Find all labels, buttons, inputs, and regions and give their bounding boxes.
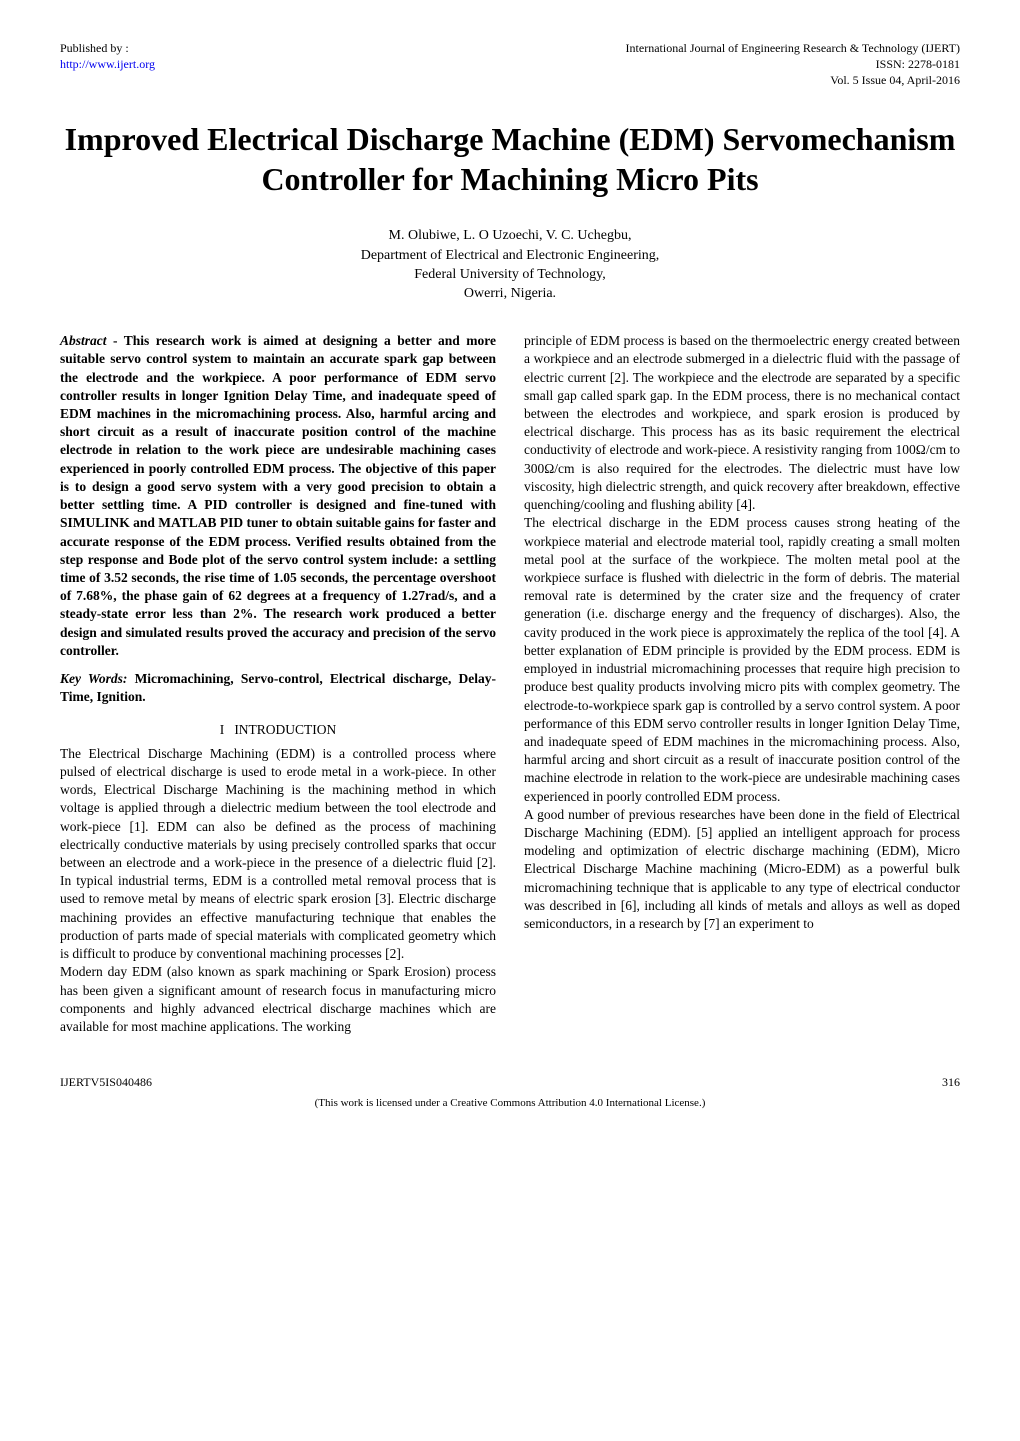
footer-page-number: 316 — [942, 1074, 960, 1090]
affiliation-line-1: Department of Electrical and Electronic … — [60, 247, 960, 266]
published-by-label: Published by : — [60, 40, 155, 56]
header-right: International Journal of Engineering Res… — [626, 40, 960, 89]
affiliation-line-2: Federal University of Technology, — [60, 266, 960, 285]
section-1-title: INTRODUCTION — [234, 722, 336, 737]
footer-paper-id: IJERTV5IS040486 — [60, 1074, 152, 1090]
abstract-dash: - — [107, 333, 124, 348]
issue: Vol. 5 Issue 04, April-2016 — [626, 72, 960, 88]
right-paragraph-1: principle of EDM process is based on the… — [524, 332, 960, 514]
paper-title: Improved Electrical Discharge Machine (E… — [60, 119, 960, 199]
author-block: M. Olubiwe, L. O Uzoechi, V. C. Uchegbu,… — [60, 227, 960, 305]
authors: M. Olubiwe, L. O Uzoechi, V. C. Uchegbu, — [60, 227, 960, 246]
intro-paragraph-1: The Electrical Discharge Machining (EDM)… — [60, 745, 496, 964]
section-1-heading: I INTRODUCTION — [60, 721, 496, 739]
affiliation-line-3: Owerri, Nigeria. — [60, 285, 960, 304]
page-footer: IJERTV5IS040486 316 — [60, 1074, 960, 1090]
intro-paragraph-2: Modern day EDM (also known as spark mach… — [60, 963, 496, 1036]
issn: ISSN: 2278-0181 — [626, 56, 960, 72]
abstract-label: Abstract — [60, 333, 107, 348]
journal-name: International Journal of Engineering Res… — [626, 40, 960, 56]
header-left: Published by : http://www.ijert.org — [60, 40, 155, 89]
abstract-block: Abstract - This research work is aimed a… — [60, 332, 496, 660]
section-1-number: I — [220, 722, 225, 737]
keywords-label: Key Words: — [60, 671, 127, 686]
right-column: principle of EDM process is based on the… — [524, 332, 960, 1036]
keywords-block: Key Words: Micromachining, Servo-control… — [60, 670, 496, 706]
abstract-text: This research work is aimed at designing… — [60, 333, 496, 658]
footer-license: (This work is licensed under a Creative … — [60, 1096, 960, 1111]
two-column-body: Abstract - This research work is aimed a… — [60, 332, 960, 1036]
right-paragraph-3: A good number of previous researches hav… — [524, 806, 960, 934]
page-header: Published by : http://www.ijert.org Inte… — [60, 40, 960, 89]
left-column: Abstract - This research work is aimed a… — [60, 332, 496, 1036]
right-paragraph-2: The electrical discharge in the EDM proc… — [524, 514, 960, 806]
journal-url[interactable]: http://www.ijert.org — [60, 56, 155, 72]
